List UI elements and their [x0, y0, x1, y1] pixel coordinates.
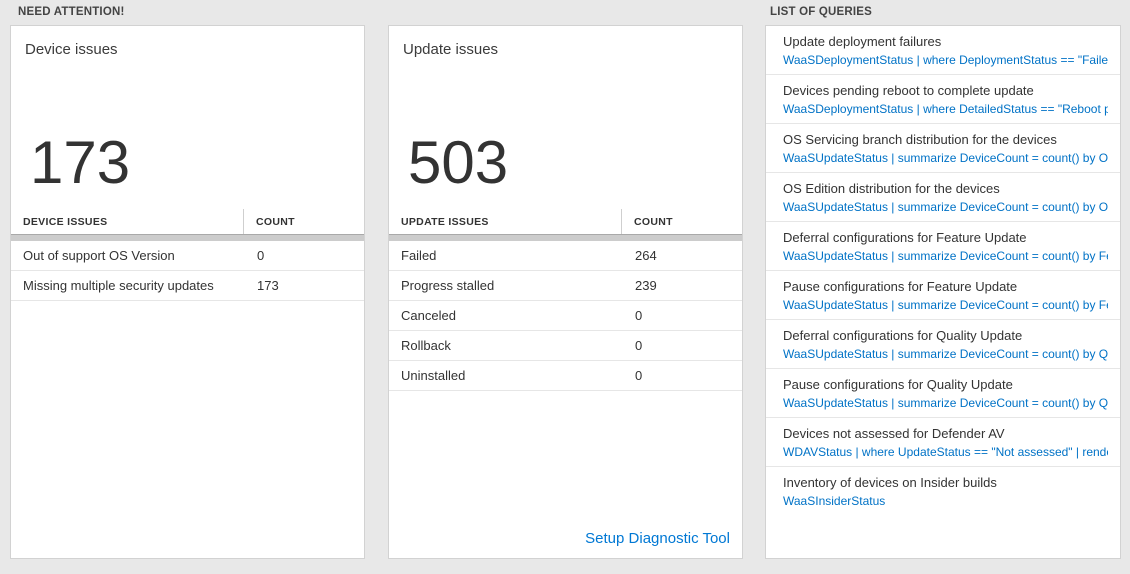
- query-title: Devices pending reboot to complete updat…: [783, 83, 1034, 98]
- query-list-item[interactable]: Pause configurations for Feature Update …: [766, 271, 1120, 320]
- query-list-item[interactable]: OS Edition distribution for the devices …: [766, 173, 1120, 222]
- need-attention-header: NEED ATTENTION!: [18, 6, 125, 18]
- table-row[interactable]: Out of support OS Version 0: [11, 241, 364, 271]
- query-list-item[interactable]: Devices pending reboot to complete updat…: [766, 75, 1120, 124]
- update-card-top: Update issues 503: [389, 26, 742, 209]
- row-count: 0: [635, 338, 643, 353]
- update-issues-table: UPDATE ISSUES COUNT Failed 264 Progress …: [389, 209, 742, 391]
- query-text: WaaSUpdateStatus | summarize DeviceCount…: [783, 249, 1108, 263]
- table-row[interactable]: Uninstalled 0: [389, 361, 742, 391]
- row-count: 264: [635, 248, 657, 263]
- query-title: Inventory of devices on Insider builds: [783, 475, 997, 490]
- queries-card: Update deployment failures WaaSDeploymen…: [765, 25, 1121, 559]
- query-list-item[interactable]: Deferral configurations for Feature Upda…: [766, 222, 1120, 271]
- query-text: WaaSUpdateStatus | summarize DeviceCount…: [783, 298, 1108, 312]
- row-label: Out of support OS Version: [23, 248, 175, 263]
- device-issues-count: 173: [30, 129, 131, 196]
- query-title: Pause configurations for Quality Update: [783, 377, 1013, 392]
- row-count: 173: [257, 278, 279, 293]
- row-label: Missing multiple security updates: [23, 278, 214, 293]
- row-label: Rollback: [401, 338, 451, 353]
- query-text: WaaSUpdateStatus | summarize DeviceCount…: [783, 151, 1108, 165]
- table-row[interactable]: Rollback 0: [389, 331, 742, 361]
- query-list-item[interactable]: Inventory of devices on Insider builds W…: [766, 467, 1120, 515]
- query-list-item[interactable]: Devices not assessed for Defender AV WDA…: [766, 418, 1120, 467]
- query-title: Deferral configurations for Feature Upda…: [783, 230, 1027, 245]
- row-count: 0: [635, 368, 643, 383]
- query-title: Deferral configurations for Quality Upda…: [783, 328, 1023, 343]
- query-list-item[interactable]: Update deployment failures WaaSDeploymen…: [766, 26, 1120, 75]
- update-issues-count: 503: [408, 129, 509, 196]
- query-list-item[interactable]: Pause configurations for Quality Update …: [766, 369, 1120, 418]
- setup-diagnostic-tool-link[interactable]: Setup Diagnostic Tool: [585, 530, 730, 547]
- header-cell-count: COUNT: [634, 215, 673, 228]
- table-header-divider: [11, 235, 364, 241]
- query-title: Pause configurations for Feature Update: [783, 279, 1018, 294]
- query-text: WaaSInsiderStatus: [783, 494, 886, 508]
- header-cell-count: COUNT: [256, 215, 295, 228]
- table-row[interactable]: Missing multiple security updates 173: [11, 271, 364, 301]
- query-title: OS Edition distribution for the devices: [783, 181, 1000, 196]
- header-cell-label: UPDATE ISSUES: [389, 209, 622, 234]
- row-count: 0: [635, 308, 643, 323]
- row-count: 0: [257, 248, 265, 263]
- query-text: WaaSUpdateStatus | summarize DeviceCount…: [783, 347, 1108, 361]
- row-label: Uninstalled: [401, 368, 466, 383]
- row-label: Canceled: [401, 308, 456, 323]
- table-header-row: DEVICE ISSUES COUNT: [11, 209, 364, 235]
- query-text: WaaSUpdateStatus | summarize DeviceCount…: [783, 396, 1108, 410]
- header-cell-label: DEVICE ISSUES: [11, 209, 244, 234]
- query-text: WDAVStatus | where UpdateStatus == "Not …: [783, 445, 1108, 459]
- device-issues-card: Device issues 173 DEVICE ISSUES COUNT Ou…: [10, 25, 365, 559]
- row-label: Failed: [401, 248, 437, 263]
- query-title: Devices not assessed for Defender AV: [783, 426, 1005, 441]
- table-header-divider: [389, 235, 742, 241]
- device-issues-table: DEVICE ISSUES COUNT Out of support OS Ve…: [11, 209, 364, 301]
- row-count: 239: [635, 278, 657, 293]
- query-title: Update deployment failures: [783, 34, 942, 49]
- list-of-queries-header: LIST OF QUERIES: [770, 6, 873, 18]
- query-text: WaaSDeploymentStatus | where DetailedSta…: [783, 102, 1108, 116]
- update-issues-card: Update issues 503 UPDATE ISSUES COUNT Fa…: [388, 25, 743, 559]
- table-header-row: UPDATE ISSUES COUNT: [389, 209, 742, 235]
- table-row[interactable]: Progress stalled 239: [389, 271, 742, 301]
- device-card-top: Device issues 173: [11, 26, 364, 209]
- query-text: WaaSUpdateStatus | summarize DeviceCount…: [783, 200, 1108, 214]
- table-row[interactable]: Failed 264: [389, 241, 742, 271]
- query-list-item[interactable]: OS Servicing branch distribution for the…: [766, 124, 1120, 173]
- query-title: OS Servicing branch distribution for the…: [783, 132, 1057, 147]
- device-card-title: Device issues: [25, 41, 118, 58]
- update-card-title: Update issues: [403, 41, 499, 58]
- table-row[interactable]: Canceled 0: [389, 301, 742, 331]
- query-text: WaaSDeploymentStatus | where DeploymentS…: [783, 53, 1108, 67]
- row-label: Progress stalled: [401, 278, 495, 293]
- query-list-item[interactable]: Deferral configurations for Quality Upda…: [766, 320, 1120, 369]
